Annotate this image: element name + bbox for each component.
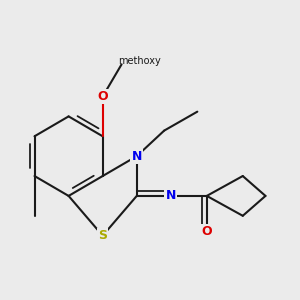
Text: methoxy: methoxy [118, 56, 160, 65]
Text: N: N [166, 189, 176, 203]
Text: N: N [132, 150, 142, 163]
Text: S: S [98, 229, 107, 242]
Text: O: O [98, 90, 108, 103]
Text: O: O [202, 225, 212, 239]
